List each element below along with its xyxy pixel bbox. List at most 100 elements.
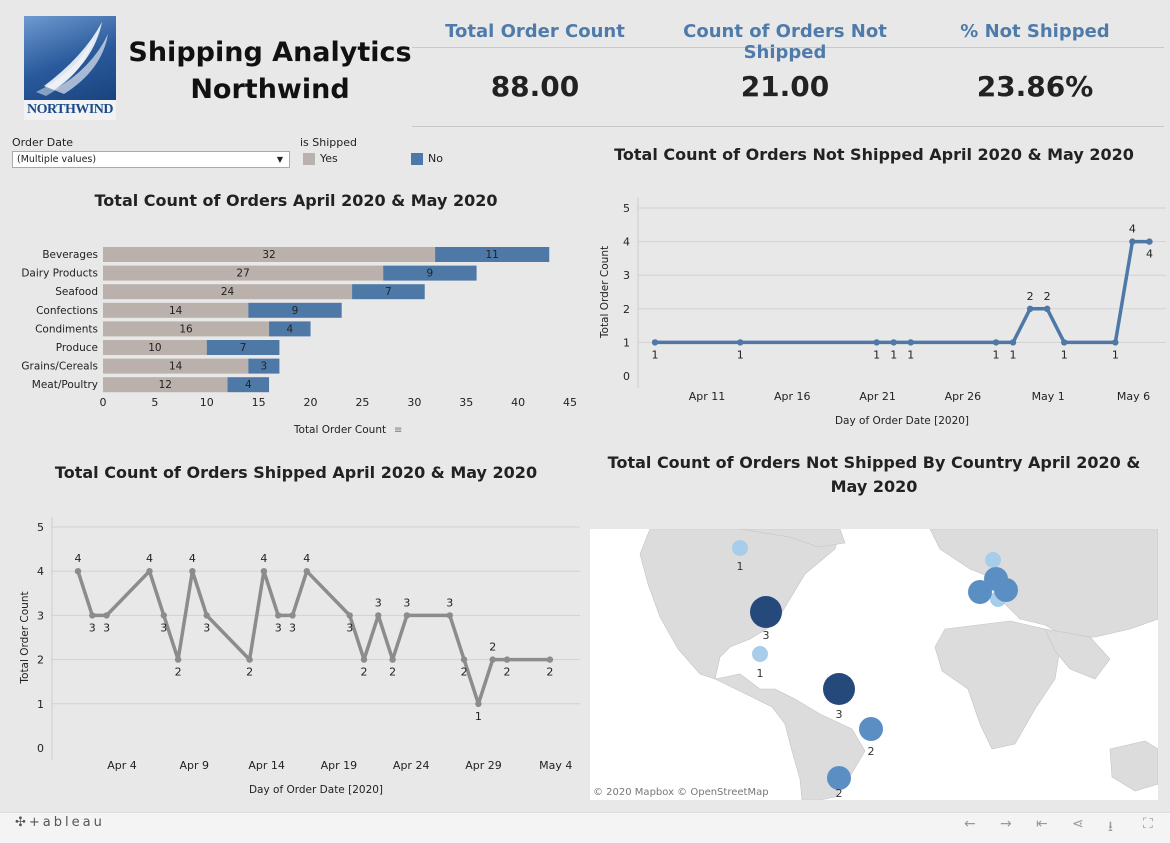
tableau-logo-icon: ✣ — [15, 815, 29, 830]
tableau-brand[interactable]: ✣+ableau — [15, 815, 105, 830]
bar-category-label: Produce — [56, 342, 98, 354]
shipped-line-chart: 0 1 2 3 4 5 Apr 4 Apr 9 Apr 14 Apr 19 Apr 24 Apr 29… — [19, 517, 580, 796]
data-point-label: 1 — [1010, 348, 1017, 361]
data-point-label: 4 — [303, 552, 310, 565]
y-tick-label: 0 — [37, 742, 44, 755]
data-point — [389, 656, 396, 663]
map-marker-mexico[interactable] — [752, 646, 768, 662]
data-point — [546, 656, 554, 663]
bar-segment-yes — [103, 321, 270, 337]
map-marker-nordic[interactable] — [985, 552, 1001, 568]
data-point-label: 1 — [737, 348, 744, 361]
bar-segment-no — [248, 302, 342, 318]
data-point-label: 3 — [403, 596, 410, 609]
data-point — [1061, 339, 1068, 346]
data-point-label: 1 — [1112, 348, 1119, 361]
y-axis-title: Total Order Count — [19, 591, 31, 684]
data-point-label: 4 — [146, 552, 153, 565]
is-shipped-label: is Shipped — [300, 136, 358, 149]
data-point-label: 4 — [75, 552, 82, 565]
data-point — [446, 612, 453, 619]
order-date-dropdown[interactable]: (Multiple values) ▼ — [12, 151, 290, 168]
map-marker-label: 1 — [737, 560, 744, 573]
northwind-logo: NORTHWIND — [24, 16, 116, 120]
legend-no-label[interactable]: No — [428, 152, 443, 165]
map-marker-austria[interactable] — [994, 578, 1018, 602]
data-point — [1146, 238, 1153, 245]
legend-yes-label[interactable]: Yes — [320, 152, 338, 165]
data-point — [375, 612, 382, 619]
undo-icon[interactable]: ← — [964, 816, 976, 832]
bar-segment-yes — [103, 284, 353, 300]
not-shipped-chart-title: Total Count of Orders Not Shipped April … — [614, 145, 1134, 164]
map-marker-label: 1 — [757, 667, 764, 680]
bar-value-label: 10 — [148, 342, 161, 354]
x-tick-label: Apr 11 — [689, 390, 726, 403]
x-tick-label: Apr 9 — [180, 759, 210, 772]
map-marker-canada[interactable] — [732, 540, 748, 556]
bar-value-label: 7 — [385, 286, 392, 298]
data-point — [651, 339, 659, 346]
data-point — [346, 612, 353, 619]
series-line — [76, 569, 550, 706]
data-point — [189, 568, 196, 575]
data-point-label: 1 — [993, 348, 1000, 361]
legend-yes-swatch[interactable] — [303, 153, 315, 165]
data-point — [873, 339, 880, 346]
x-tick-label: Apr 21 — [859, 390, 896, 403]
data-point-label: 4 — [189, 552, 196, 565]
map-title: Total Count of Orders Not Shipped By Cou… — [607, 453, 1141, 496]
data-point — [275, 612, 282, 619]
chevron-down-icon[interactable]: ▼ — [276, 155, 283, 164]
bar-x-tick-label: 25 — [355, 396, 369, 409]
data-point — [460, 656, 468, 663]
data-point-label: 4 — [260, 552, 267, 565]
bar-segment-no — [269, 321, 311, 337]
kpi-total-label: Total Order Count — [445, 21, 625, 42]
sort-icon: ≡ — [394, 425, 402, 436]
map-marker-usa[interactable] — [750, 596, 782, 628]
bar-category-label: Condiments — [35, 323, 98, 335]
fullscreen-icon[interactable]: ⛶ — [1143, 816, 1153, 832]
data-point-label: 2 — [504, 666, 511, 679]
x-tick-label: May 6 — [1117, 390, 1150, 403]
redo-icon[interactable]: → — [1000, 816, 1012, 832]
bar-value-label: 14 — [169, 305, 183, 317]
data-point — [737, 339, 744, 346]
data-point — [489, 656, 496, 663]
data-point-label: 2 — [246, 666, 253, 679]
revert-icon[interactable]: ⇤ — [1036, 816, 1048, 832]
map-markers: 1 3 1 3 2 2 — [732, 540, 1018, 800]
bar-value-label: 11 — [485, 249, 498, 261]
data-point-label: 3 — [375, 596, 382, 609]
x-axis-title: Day of Order Date [2020] — [835, 415, 969, 427]
data-point-label: 3 — [203, 621, 210, 634]
data-point-label: 3 — [275, 621, 282, 634]
data-point-label: 2 — [389, 666, 396, 679]
data-point — [289, 612, 296, 619]
bar-value-label: 3 — [261, 361, 268, 373]
bar-segment-no — [435, 247, 550, 262]
bar-value-label: 4 — [286, 323, 293, 335]
kpi-divider-bottom — [412, 126, 1164, 127]
map-marker-brazil[interactable] — [859, 717, 883, 741]
bar-category-label: Dairy Products — [21, 268, 98, 280]
x-tick-label: Apr 16 — [774, 390, 811, 403]
map-marker-argentina[interactable] — [827, 766, 851, 790]
data-point-label: 2 — [361, 666, 368, 679]
download-icon[interactable]: ⭳ — [1108, 819, 1113, 835]
x-axis-title: Day of Order Date [2020] — [249, 784, 383, 796]
data-point — [1009, 339, 1017, 346]
bar-chart-title: Total Count of Orders April 2020 & May 2… — [94, 191, 498, 210]
data-point — [1112, 339, 1119, 346]
share-icon[interactable]: ⋖ — [1072, 816, 1084, 832]
country-map[interactable]: 1 3 1 3 2 2 © 2020 Mapbox © OpenStreetMa… — [590, 529, 1158, 800]
map-marker-venezuela[interactable] — [823, 673, 855, 705]
map-marker-france[interactable] — [968, 580, 992, 604]
bar-x-tick-label: 40 — [511, 396, 525, 409]
x-tick-label: Apr 14 — [248, 759, 285, 772]
data-point — [103, 612, 110, 619]
legend-no-swatch[interactable] — [411, 153, 423, 165]
title-line-2: Northwind — [190, 74, 350, 105]
map-marker-label: 2 — [836, 787, 843, 800]
